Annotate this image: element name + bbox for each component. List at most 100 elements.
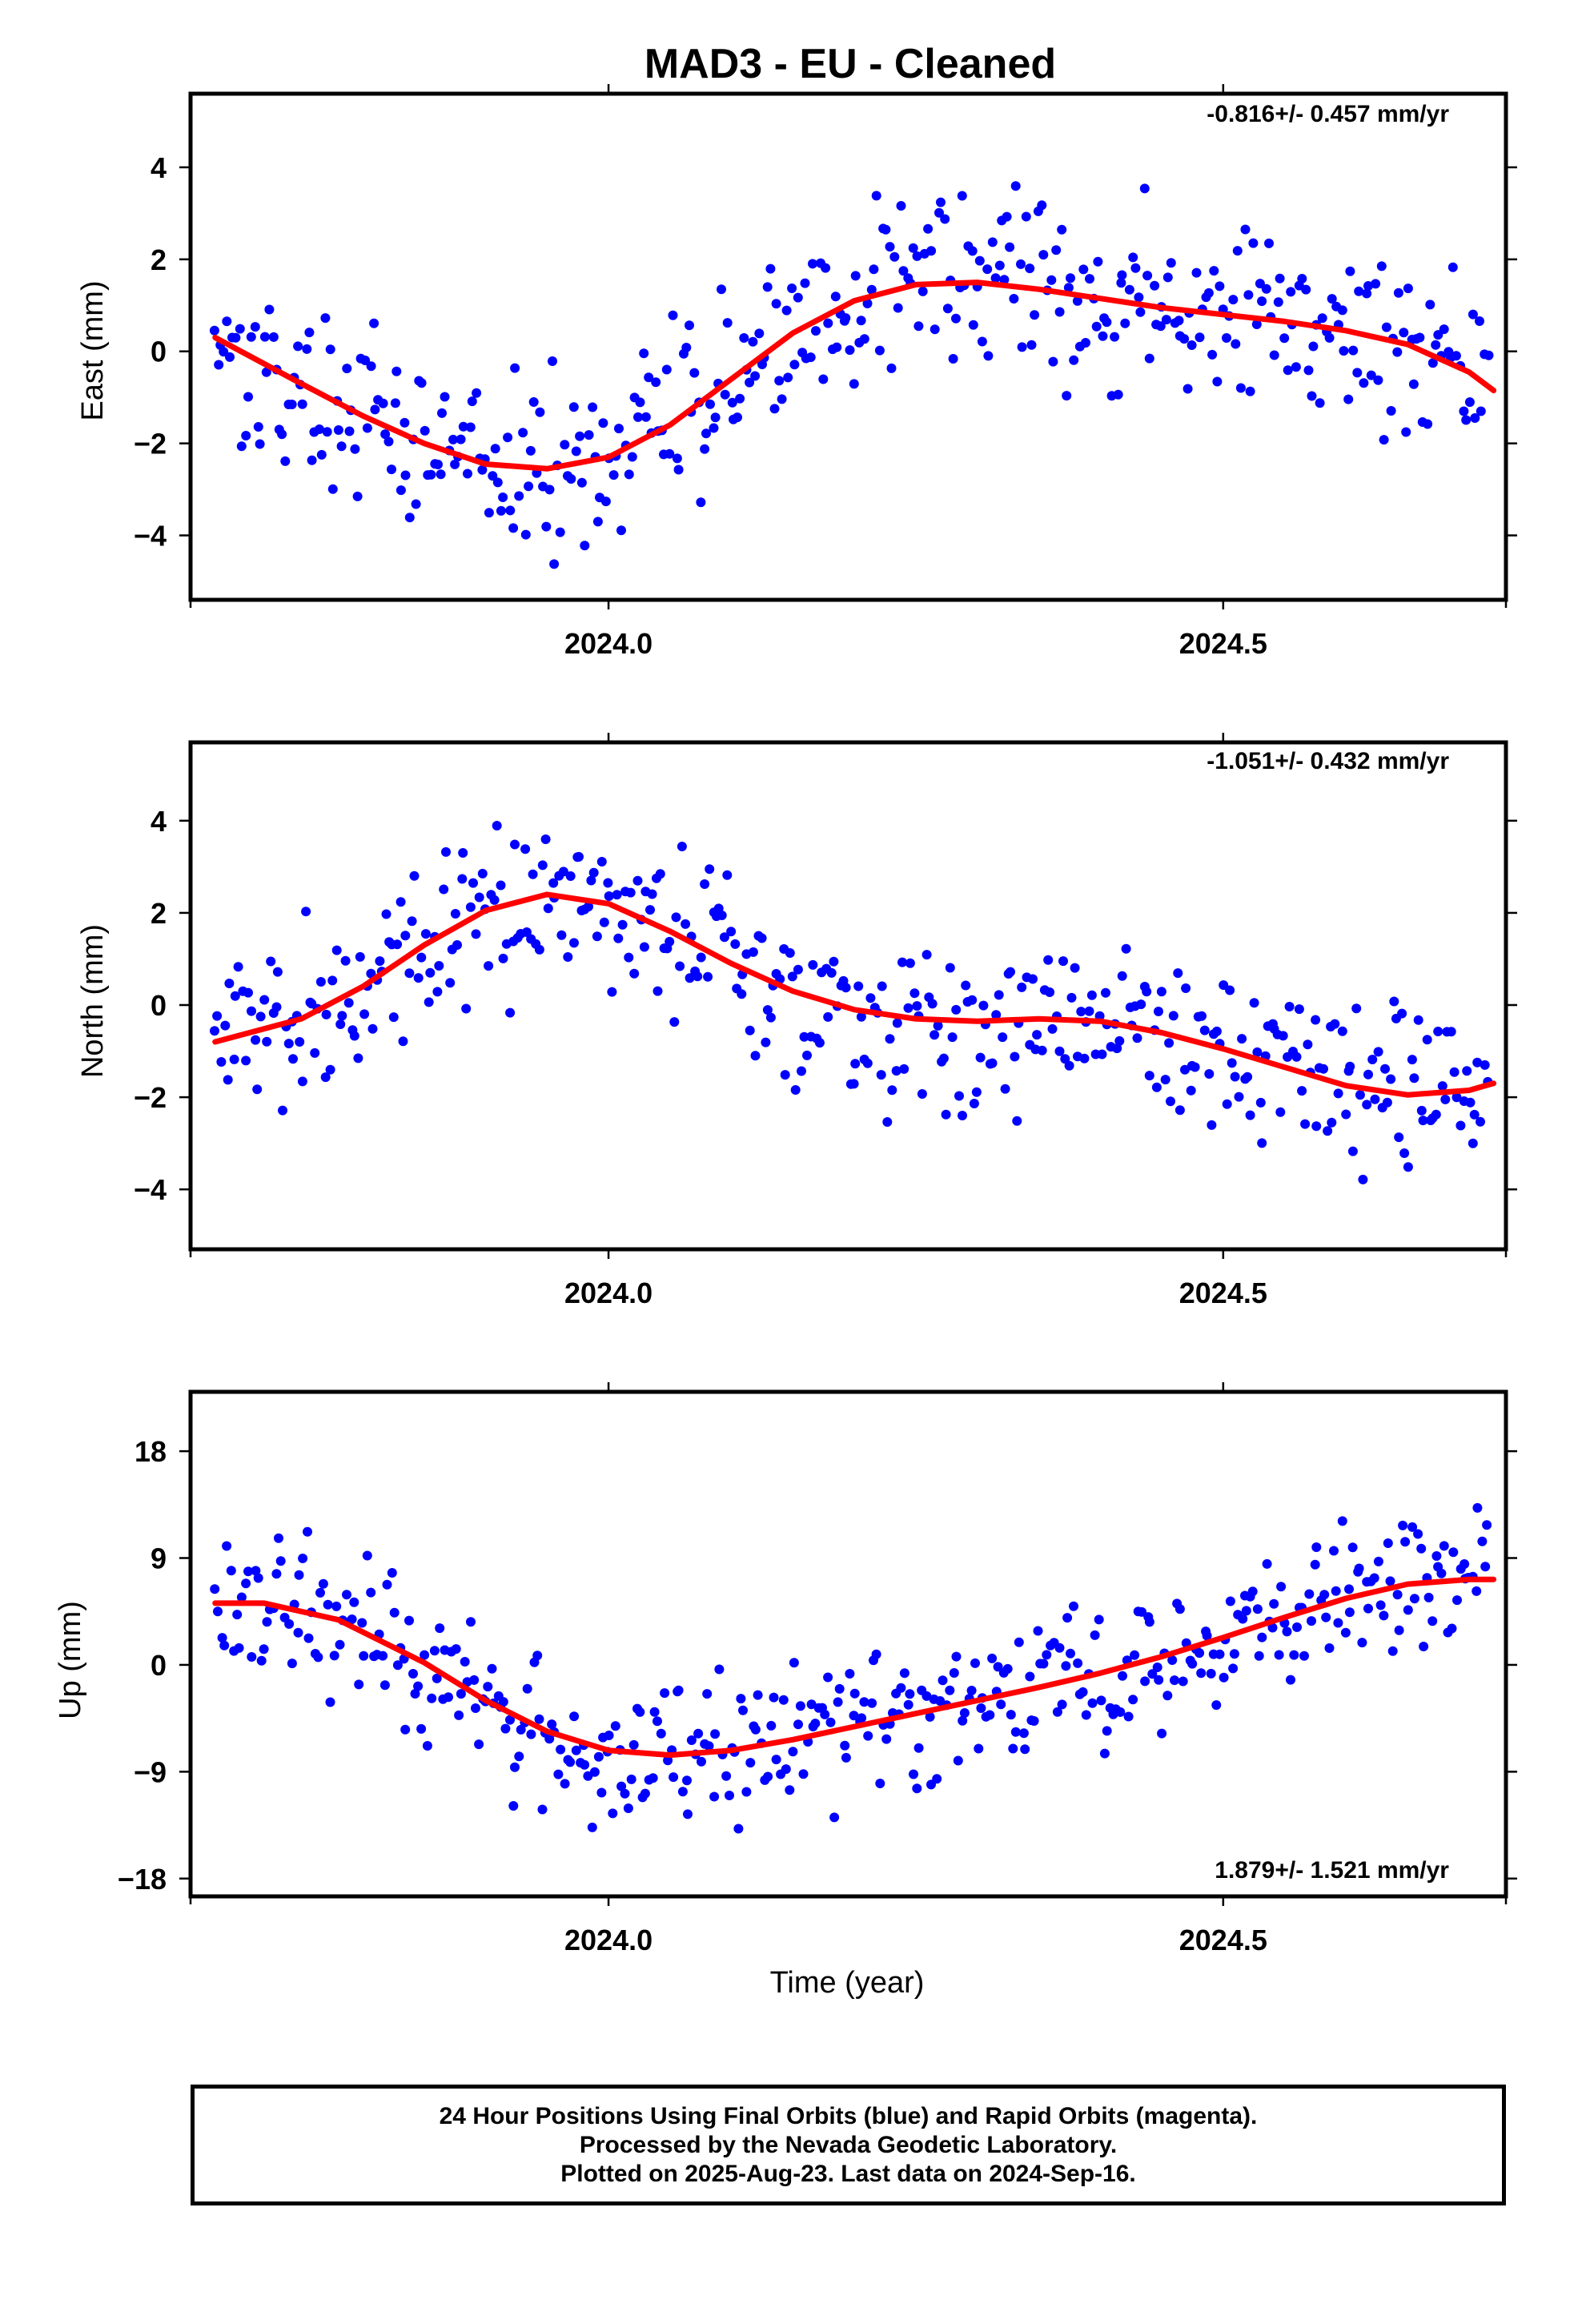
data-point — [427, 1693, 437, 1703]
data-point — [1252, 1604, 1263, 1614]
data-point — [700, 444, 710, 454]
data-point — [789, 1658, 799, 1668]
data-point — [624, 952, 634, 963]
data-point — [996, 1699, 1006, 1710]
data-point — [853, 981, 864, 991]
y-tick-label: 2 — [151, 243, 167, 276]
data-point — [927, 999, 938, 1009]
data-point — [1468, 1138, 1478, 1148]
data-point — [850, 1059, 861, 1069]
data-point — [762, 1005, 773, 1015]
data-point — [722, 870, 733, 880]
east-trend-line — [212, 279, 1497, 472]
data-point — [897, 957, 907, 967]
data-point — [1319, 1063, 1328, 1074]
data-point — [1245, 1110, 1255, 1120]
data-point — [366, 1587, 376, 1598]
data-point — [219, 1640, 230, 1651]
data-point — [526, 1729, 536, 1739]
data-point — [896, 1683, 906, 1693]
data-point — [788, 1747, 798, 1757]
data-point — [336, 441, 347, 452]
data-point — [693, 971, 703, 982]
data-point — [702, 1689, 713, 1699]
data-point — [484, 508, 494, 518]
data-point — [1294, 1004, 1304, 1015]
data-point — [652, 986, 663, 996]
data-point — [235, 324, 245, 334]
data-point — [945, 1685, 955, 1695]
data-point — [1147, 1669, 1158, 1679]
data-point — [1142, 987, 1152, 997]
data-point — [471, 1703, 480, 1713]
data-point — [241, 1055, 251, 1066]
data-point — [295, 1037, 305, 1047]
data-point — [953, 1755, 963, 1766]
east-plot-frame — [188, 91, 1508, 602]
data-point — [1166, 258, 1176, 268]
data-point — [1054, 1642, 1065, 1653]
data-point — [1144, 353, 1154, 364]
data-point — [445, 978, 456, 988]
data-point — [1085, 274, 1094, 284]
data-point — [808, 259, 817, 269]
data-point — [301, 907, 311, 917]
data-point — [661, 364, 672, 375]
data-point — [1292, 1622, 1302, 1632]
data-point — [274, 1533, 283, 1543]
data-point — [1197, 1011, 1207, 1021]
data-point — [745, 1025, 755, 1035]
y-tick-label: 4 — [151, 151, 167, 184]
data-point — [232, 1610, 243, 1620]
data-point — [1422, 1035, 1432, 1045]
data-point — [1423, 419, 1433, 429]
data-point — [750, 371, 761, 381]
data-point — [1249, 998, 1259, 1008]
data-point — [359, 1651, 369, 1661]
data-point — [243, 1566, 253, 1577]
data-point — [331, 945, 342, 955]
data-point — [987, 1058, 998, 1068]
data-point — [1245, 386, 1255, 396]
data-point — [766, 1720, 777, 1731]
data-point — [1086, 990, 1097, 1000]
data-point — [294, 1570, 304, 1580]
data-point — [1311, 1121, 1322, 1132]
data-point — [353, 1053, 363, 1063]
data-point — [710, 1729, 721, 1739]
data-point — [1381, 322, 1391, 332]
data-point — [505, 1007, 516, 1018]
data-point — [720, 389, 730, 400]
data-point — [315, 977, 326, 987]
data-point — [400, 470, 411, 480]
data-point — [806, 1699, 817, 1710]
data-point — [592, 517, 603, 527]
data-point — [1064, 1060, 1074, 1071]
data-point — [342, 1590, 351, 1600]
data-point — [930, 324, 940, 335]
data-point — [580, 541, 590, 551]
data-point — [1327, 294, 1337, 304]
data-point — [613, 933, 624, 943]
data-point — [255, 1011, 266, 1022]
data-point — [1254, 1651, 1264, 1661]
data-point — [213, 1606, 223, 1617]
data-point — [849, 379, 859, 389]
data-point — [689, 368, 700, 378]
data-point — [774, 376, 785, 386]
data-point — [548, 356, 557, 366]
data-point — [293, 341, 303, 352]
data-point — [1451, 351, 1461, 361]
data-point — [849, 1711, 859, 1721]
data-point — [991, 1010, 1002, 1020]
data-point — [571, 1745, 581, 1755]
data-point — [277, 429, 287, 440]
data-point — [1180, 1064, 1190, 1075]
data-point — [304, 328, 315, 338]
data-point — [1028, 974, 1038, 984]
data-point — [1413, 1529, 1423, 1539]
y-tick-label: 9 — [151, 1542, 167, 1575]
data-point — [337, 1011, 347, 1021]
data-point — [913, 1743, 924, 1753]
data-point — [1029, 1716, 1039, 1726]
